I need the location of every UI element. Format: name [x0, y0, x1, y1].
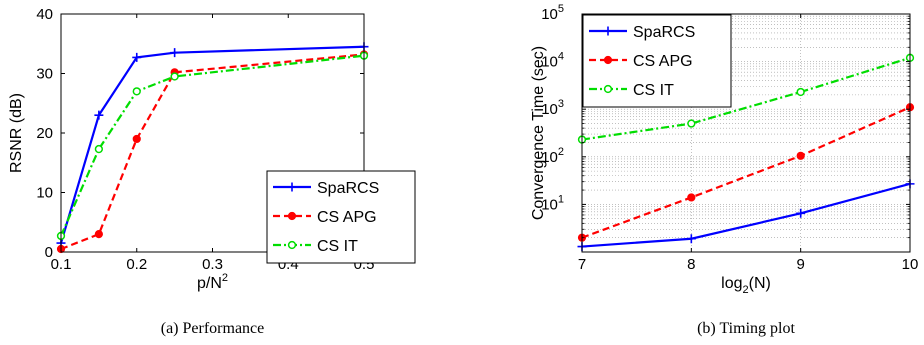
data-point [94, 230, 103, 239]
x-tick-label: 9 [796, 256, 804, 273]
x-axis-label: log2(N) [721, 275, 771, 296]
legend-marker [603, 26, 613, 36]
x-tick-label: 0.3 [202, 256, 223, 273]
y-tick-base: 10 [541, 101, 558, 118]
y-tick-base: 10 [541, 6, 558, 23]
y-tick-label: 40 [36, 6, 53, 23]
y-tick-base: 10 [541, 54, 558, 71]
data-point [687, 119, 696, 128]
series-line [581, 106, 911, 239]
legend-marker [603, 55, 613, 65]
y-tick-exponent: 1 [558, 193, 564, 205]
legend-label: SpaRCS [633, 24, 695, 41]
y-axis-label: RSNR (dB) [8, 93, 25, 173]
data-point [686, 234, 696, 244]
y-tick-label: 20 [36, 125, 53, 142]
y-tick-exponent: 2 [558, 146, 564, 158]
panel-caption: (b) Timing plot [697, 320, 795, 337]
y-tick-exponent: 3 [558, 98, 564, 110]
y-tick-label: 101 [541, 193, 564, 213]
data-point [132, 52, 142, 62]
data-point [94, 110, 104, 120]
legend-label: SpaRCS [317, 180, 379, 197]
y-tick-label: 10 [36, 185, 53, 202]
legend: SpaRCS CS APG CS IT [266, 170, 416, 264]
data-point [796, 87, 805, 97]
legend-marker [287, 211, 297, 221]
x-axis-label-main: log [721, 275, 742, 292]
data-point [170, 72, 179, 81]
y-tick-label: 103 [541, 98, 564, 118]
x-axis-label: p/N2 [197, 272, 228, 292]
legend: SpaRCS CS APG CS IT [582, 14, 732, 108]
y-tick-exponent: 4 [558, 51, 564, 63]
x-tick-label: 0.2 [126, 256, 147, 273]
panel-caption: (a) Performance [161, 320, 265, 337]
y-tick-label: 0 [45, 244, 53, 261]
legend-marker [287, 182, 297, 192]
legend-label: CS IT [633, 82, 674, 99]
legend-marker [287, 240, 297, 250]
legend-label: CS APG [633, 53, 693, 70]
y-tick-label: 104 [541, 51, 564, 71]
data-point [796, 208, 806, 218]
data-point [170, 48, 180, 58]
data-point [796, 151, 805, 160]
y-axis-label: Convergence Time (sec) [530, 46, 547, 220]
legend-marker [603, 84, 613, 94]
y-tick-base: 10 [541, 149, 558, 166]
legend-label: CS IT [317, 238, 358, 255]
data-point [94, 144, 104, 154]
axes-box [581, 13, 911, 253]
data-point [132, 134, 141, 144]
series-line [581, 56, 911, 141]
y-tick-label: 105 [541, 3, 564, 23]
x-tick-label: 8 [687, 256, 695, 273]
x-tick-label: 7 [578, 256, 586, 273]
y-tick-exponent: 5 [558, 3, 564, 15]
y-tick-label: 30 [36, 66, 53, 83]
data-point [687, 193, 696, 202]
x-axis-label-suffix: (N) [749, 275, 771, 292]
data-point [132, 87, 141, 96]
x-tick-label: 0.1 [51, 256, 72, 273]
x-axis-label-sup: 2 [222, 272, 228, 284]
y-tick-base: 10 [541, 196, 558, 213]
legend-label: CS APG [317, 209, 377, 226]
y-tick-label: 102 [541, 146, 564, 166]
x-tick-label: 10 [902, 256, 919, 273]
series-line [581, 182, 911, 248]
x-axis-label-main: p/N [197, 275, 222, 292]
x-axis-label-sub: 2 [743, 284, 749, 296]
